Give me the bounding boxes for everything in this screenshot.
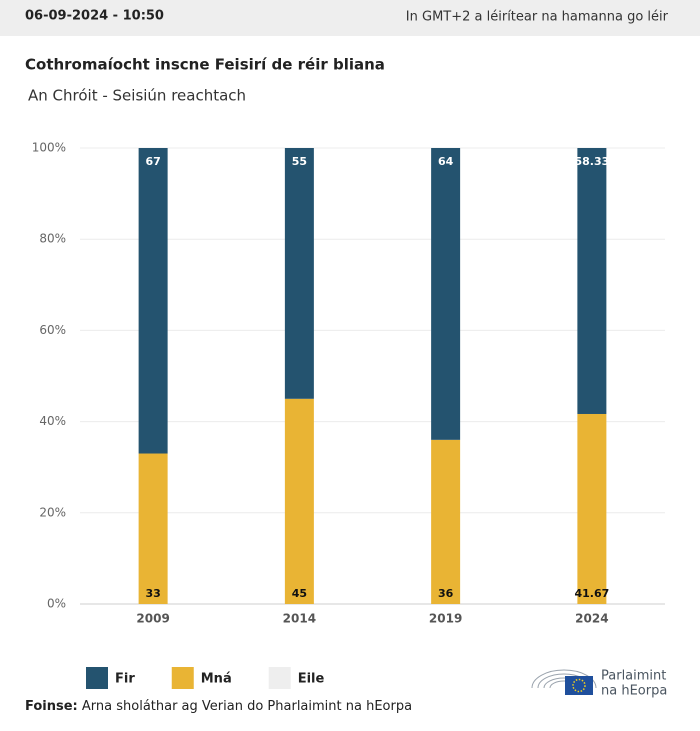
legend-label: Mná [201, 672, 232, 687]
top-bar [0, 0, 700, 36]
data-label: 45 [292, 587, 307, 600]
legend-label: Fir [115, 672, 135, 687]
bar-segment [431, 148, 461, 440]
data-label: 33 [145, 587, 160, 600]
logo-arc [531, 669, 597, 689]
source-text: Arna sholáthar ag Verian do Pharlaimint … [82, 699, 412, 714]
y-tick-label: 0% [47, 597, 66, 611]
date: 06-09-2024 - 10:50 [25, 9, 164, 24]
chart-subtitle: An Chróit - Seisiún reachtach [28, 87, 246, 105]
bar-segment [284, 398, 314, 604]
source: Foinse: Arna sholáthar ag Verian do Phar… [25, 699, 412, 714]
bar-segment [431, 439, 461, 604]
bar-segment [138, 148, 168, 454]
plot: 0% 20% 40% 60% 80% 100% 2009 33 67 2014 45 55 2019 36… [32, 141, 665, 626]
legend-swatch [268, 667, 291, 689]
y-tick-label: 60% [39, 323, 66, 337]
x-tick-label: 2019 [429, 612, 462, 626]
legend: Fir Mná Eile [86, 667, 325, 689]
eu-flag [565, 676, 593, 695]
y-tick-label: 40% [39, 414, 66, 428]
bar-segment [138, 453, 168, 604]
y-tick-label: 20% [39, 505, 66, 519]
source-label: Foinse: [25, 699, 78, 714]
data-label: 36 [438, 587, 454, 600]
x-tick-label: 2024 [575, 612, 608, 626]
bar-segment [284, 148, 314, 399]
timezone-note: In GMT+2 a léirítear na hamanna go léir [406, 10, 669, 25]
legend-label: Eile [298, 672, 325, 687]
data-label: 67 [145, 155, 160, 168]
legend-swatch [171, 667, 194, 689]
chart-title: Cothromaíocht inscne Feisirí de réir bli… [25, 56, 385, 74]
x-tick-label: 2014 [283, 612, 316, 626]
x-tick-label: 2009 [136, 612, 169, 626]
data-label: 55 [292, 155, 307, 168]
legend-swatch [86, 667, 108, 689]
y-tick-label: 100% [32, 141, 66, 155]
data-label: 41.67 [574, 587, 609, 600]
data-label: 64 [438, 155, 454, 168]
logo-text: na hEorpa [601, 684, 667, 699]
bar-segment [577, 148, 607, 414]
logo: Parlaimint na hEorpa [531, 669, 667, 699]
bar-segment [577, 413, 607, 604]
data-label: 58.33 [574, 155, 609, 168]
eu-stars [572, 678, 586, 693]
y-tick-label: 80% [39, 232, 66, 246]
logo-text: Parlaimint [601, 669, 666, 684]
